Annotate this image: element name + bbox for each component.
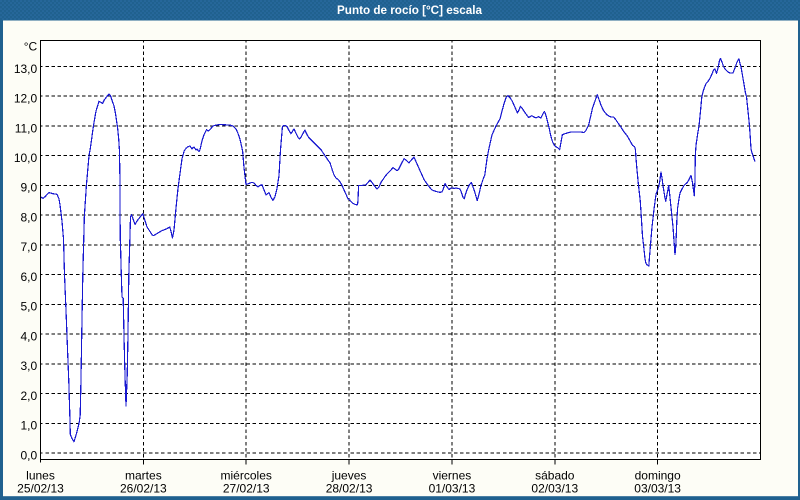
svg-text:1,0: 1,0	[21, 419, 38, 433]
svg-text:26/02/13: 26/02/13	[120, 481, 167, 495]
svg-text:7,0: 7,0	[21, 240, 38, 254]
svg-text:13,0: 13,0	[14, 62, 38, 76]
svg-text:02/03/13: 02/03/13	[531, 481, 578, 495]
svg-text:lunes: lunes	[26, 469, 55, 483]
svg-text:01/03/13: 01/03/13	[429, 481, 476, 495]
svg-text:3,0: 3,0	[21, 359, 38, 373]
svg-text:6,0: 6,0	[21, 270, 38, 284]
svg-text:miércoles: miércoles	[221, 469, 272, 483]
svg-text:25/02/13: 25/02/13	[17, 481, 64, 495]
svg-text:10,0: 10,0	[14, 151, 38, 165]
svg-text:domingo: domingo	[635, 469, 681, 483]
svg-text:5,0: 5,0	[21, 300, 38, 314]
svg-text:27/02/13: 27/02/13	[223, 481, 270, 495]
svg-text:4,0: 4,0	[21, 329, 38, 343]
svg-text:martes: martes	[125, 469, 162, 483]
svg-text:°C: °C	[24, 40, 38, 54]
svg-text:9,0: 9,0	[21, 181, 38, 195]
svg-text:viernes: viernes	[433, 469, 472, 483]
svg-text:sábado: sábado	[535, 469, 575, 483]
svg-text:2,0: 2,0	[21, 389, 38, 403]
svg-text:11,0: 11,0	[15, 121, 38, 135]
svg-text:0,0: 0,0	[21, 448, 38, 462]
svg-text:28/02/13: 28/02/13	[326, 481, 373, 495]
svg-text:Punto de rocío [°C] escala: Punto de rocío [°C] escala	[337, 4, 482, 17]
svg-text:8,0: 8,0	[21, 210, 38, 224]
svg-text:12,0: 12,0	[14, 92, 38, 106]
svg-text:03/03/13: 03/03/13	[634, 481, 681, 495]
svg-text:jueves: jueves	[331, 469, 367, 483]
